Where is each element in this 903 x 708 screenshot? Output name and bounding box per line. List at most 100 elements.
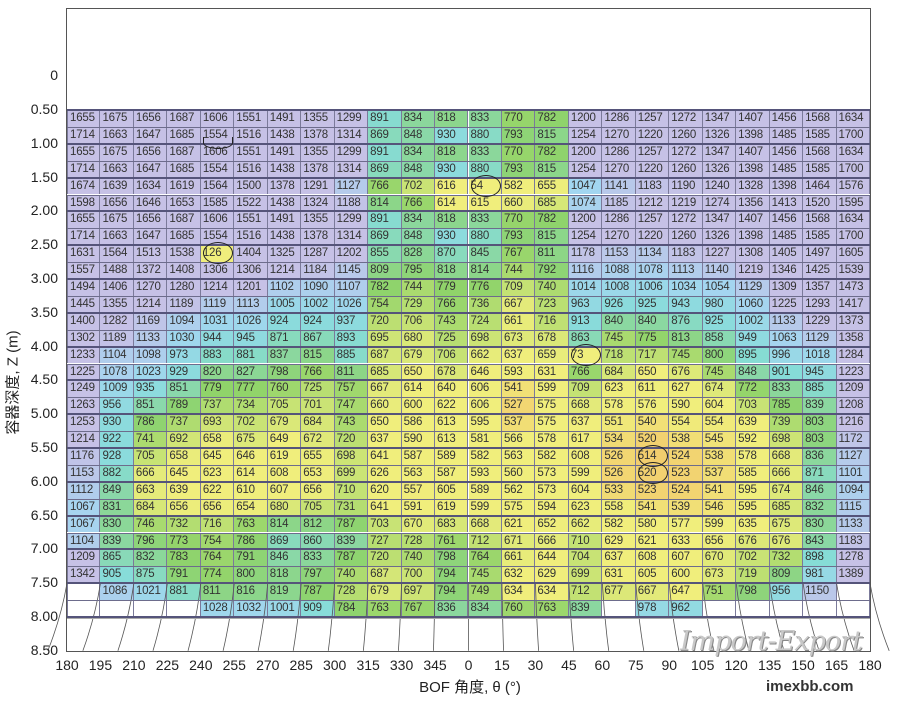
- heatmap-cell: 812: [301, 515, 335, 533]
- heatmap-cell: 629: [535, 566, 569, 584]
- heatmap-cell: 1014: [568, 279, 603, 296]
- y-tick-label: 7.00: [30, 540, 58, 557]
- heatmap-cell: 747: [334, 397, 369, 415]
- heatmap-cell: 1438: [267, 194, 302, 212]
- heatmap-cell: 1346: [769, 262, 804, 279]
- x-tick-label: 330: [389, 657, 414, 673]
- heatmap-cell: 772: [736, 380, 770, 398]
- heatmap-cell: 743: [435, 312, 469, 330]
- heatmap-cell: 706: [435, 346, 469, 364]
- heatmap-cell: 678: [535, 329, 569, 347]
- heatmap-cell: 761: [435, 532, 469, 550]
- heatmap-cell: 828: [401, 245, 436, 263]
- heatmap-cell: 586: [401, 414, 436, 432]
- heatmap-cell: 725: [435, 329, 469, 347]
- heatmap-cell: 763: [368, 600, 402, 617]
- heatmap-cell: 793: [501, 228, 536, 246]
- heatmap-cell: 1067: [67, 498, 101, 516]
- heatmap-cell: 880: [468, 228, 502, 246]
- heatmap-cell: 1032: [234, 600, 268, 617]
- heatmap-cell: 678: [435, 363, 469, 381]
- heatmap-cell: 710: [568, 532, 603, 550]
- heatmap-cell: 1373: [836, 312, 870, 330]
- heatmap-cell: 653: [301, 464, 335, 482]
- x-tick-label: 240: [189, 657, 213, 673]
- heatmap-cell: 770: [501, 110, 536, 127]
- heatmap-cell: 935: [133, 380, 168, 398]
- circled-value-marker: [470, 174, 501, 197]
- heatmap-cell: 679: [368, 583, 402, 601]
- heatmap-cell: 659: [535, 346, 569, 364]
- heatmap-cell: 741: [133, 431, 168, 448]
- heatmap-cell: 719: [736, 566, 770, 584]
- heatmap-cell: 1585: [200, 194, 235, 212]
- heatmap-cell: 1129: [803, 329, 837, 347]
- heatmap-cell: 606: [468, 397, 502, 415]
- heatmap-cell: 1655: [67, 211, 101, 229]
- heatmap-cell: 1002: [301, 295, 335, 313]
- heatmap-cell: 1002: [736, 312, 770, 330]
- heatmap-cell: 656: [702, 532, 737, 550]
- circled-value-marker: [202, 136, 233, 149]
- heatmap-cell: 779: [435, 279, 469, 296]
- heatmap-cell: 631: [535, 363, 569, 381]
- heatmap-cell: 930: [100, 414, 134, 432]
- heatmap-cell: 1564: [100, 245, 134, 263]
- heatmap-cell: 680: [401, 329, 436, 347]
- heatmap-cell: 1209: [67, 549, 101, 567]
- heatmap-cell: 616: [435, 177, 469, 195]
- heatmap-cell: 898: [803, 549, 837, 567]
- heatmap-cell: 1675: [100, 110, 134, 127]
- heatmap-cell: 816: [234, 583, 268, 601]
- heatmap-cell: 1598: [67, 194, 101, 212]
- heatmap-cell: 592: [736, 431, 770, 448]
- heatmap-cell: 1127: [836, 448, 870, 465]
- grid-line: [67, 548, 870, 551]
- heatmap-cell: 1663: [100, 160, 134, 178]
- heatmap-cell: 818: [435, 262, 469, 279]
- heatmap-cell: 1398: [769, 177, 804, 195]
- heatmap-cell: 1407: [736, 143, 770, 161]
- heatmap-cell: 833: [468, 110, 502, 127]
- heatmap-cell: 650: [401, 363, 436, 381]
- y-tick-label: 8.00: [30, 608, 58, 624]
- heatmap-cell: 1342: [67, 566, 101, 584]
- heatmap-cell: 1647: [133, 228, 168, 246]
- heatmap-cell: 1378: [301, 160, 335, 178]
- heatmap-cell: 1005: [267, 295, 302, 313]
- heatmap-cell: 541: [635, 498, 670, 516]
- heatmap-cell: 1554: [200, 228, 235, 246]
- heatmap-cell: 712: [568, 583, 603, 601]
- heatmap-cell: 1227: [702, 245, 737, 263]
- heatmap-cell: 607: [669, 549, 703, 567]
- y-tick-label: 4.50: [30, 371, 58, 388]
- heatmap-cell: 1302: [67, 329, 101, 347]
- heatmap-cell: 1272: [669, 211, 703, 229]
- heatmap-cell: 1188: [334, 194, 369, 212]
- x-tick-label: 15: [494, 657, 510, 673]
- heatmap-cell: 839: [568, 600, 603, 617]
- heatmap-cell: 846: [803, 481, 837, 499]
- heatmap-cell: 534: [602, 431, 636, 448]
- heatmap-cell: 757: [334, 380, 369, 398]
- x-tick-label: 30: [527, 657, 544, 673]
- grid-line: [67, 262, 870, 264]
- heatmap-cell: 614: [234, 464, 268, 482]
- heatmap-cell: 1178: [568, 245, 603, 263]
- heatmap-cell: 1153: [602, 245, 636, 263]
- heatmap-cell: 1113: [234, 295, 268, 313]
- heatmap-cell: 760: [501, 600, 536, 617]
- grid-line: [67, 532, 870, 534]
- grid-line: [67, 498, 870, 500]
- heatmap-cell: 1169: [133, 312, 168, 330]
- heatmap-cell: 839: [100, 532, 134, 550]
- heatmap-cell: 631: [602, 566, 636, 584]
- heatmap-cell: 1274: [702, 194, 737, 212]
- heatmap-cell: 1675: [100, 211, 134, 229]
- heatmap-cell: 1687: [167, 110, 201, 127]
- heatmap-cell: 1291: [301, 177, 335, 195]
- heatmap-cell: 1208: [836, 397, 870, 415]
- heatmap-cell: 718: [602, 346, 636, 364]
- heatmap-cell: 537: [702, 464, 737, 482]
- heatmap-cell: 1326: [702, 160, 737, 178]
